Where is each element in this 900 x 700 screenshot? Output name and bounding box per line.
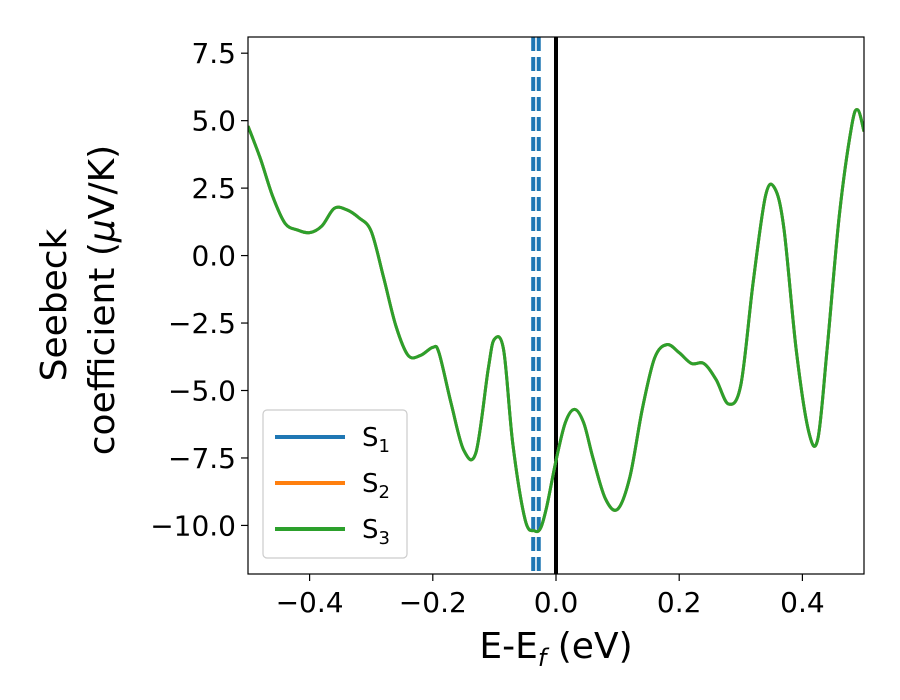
legend-label-subscript: 1 (379, 436, 390, 457)
legend-label-main: S (362, 423, 379, 453)
legend-label-s2: S2 (362, 469, 390, 503)
legend-label-s1: S1 (362, 423, 390, 457)
y-tick-label: −5.0 (168, 375, 236, 408)
legend-label-main: S (362, 469, 379, 499)
y-tick-label: −7.5 (168, 442, 236, 475)
y-tick-label: 2.5 (191, 172, 236, 205)
x-tick-label: 0.0 (534, 586, 579, 619)
y-axis-label-mu: μ (82, 219, 123, 243)
y-tick-label: 0.0 (191, 240, 236, 273)
x-tick-label: 0.4 (780, 586, 825, 619)
legend-label-main: S (362, 515, 379, 545)
legend-label-subscript: 2 (379, 482, 390, 503)
legend-label-subscript: 3 (379, 528, 390, 549)
y-tick-label: −2.5 (168, 307, 236, 340)
y-axis-label-line1: Seebeck (34, 228, 75, 381)
x-tick-label: 0.2 (657, 586, 702, 619)
x-axis-label-unit: (eV) (546, 626, 632, 667)
x-tick-label: −0.2 (399, 586, 467, 619)
series-lines (248, 108, 864, 534)
vertical-lines (531, 37, 558, 574)
y-tick-label: 5.0 (191, 105, 236, 138)
series-line-s3 (248, 108, 864, 534)
x-axis-label: E-Ef (eV) (479, 626, 632, 672)
y-axis-ticks: 7.5 5.0 2.5 0.0 −2.5 −5.0 −7.5 −10.0 (150, 37, 248, 542)
x-tick-label: −0.4 (276, 586, 344, 619)
y-axis-label-unit: V/K) (82, 145, 123, 219)
y-axis-label-line2: coefficient (μV/K) (82, 145, 123, 455)
y-tick-label: 7.5 (191, 37, 236, 70)
x-axis-ticks: −0.4 −0.2 0.0 0.2 0.4 (276, 574, 825, 619)
y-tick-label: −10.0 (150, 509, 236, 542)
legend-label-s3: S3 (362, 515, 390, 549)
